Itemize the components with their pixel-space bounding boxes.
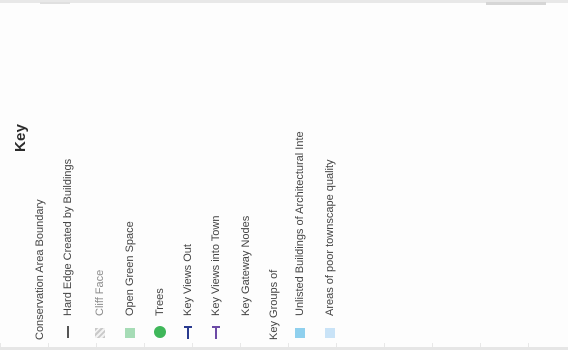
legend-item-open-green-space: Open Green Space bbox=[122, 221, 138, 340]
legend-item-poor-townscape: Areas of poor townscape quality bbox=[322, 159, 338, 340]
legend-title: Key bbox=[12, 123, 29, 152]
legend-item-label: Unlisted Buildings of Architectural Inte bbox=[294, 131, 306, 316]
blue-swatch-icon bbox=[294, 324, 306, 340]
legend-item-label: Key Views Out bbox=[182, 244, 194, 316]
view-arrow-icon bbox=[210, 324, 222, 340]
legend-item-label: Key Gateway Nodes bbox=[240, 215, 252, 316]
hatch-swatch-icon bbox=[94, 324, 106, 340]
legend-item-key-groups: Key Groups of bbox=[266, 270, 282, 340]
legend-item-unlisted-buildings: Unlisted Buildings of Architectural Inte bbox=[292, 131, 308, 340]
legend-item-key-gateway-nodes: Key Gateway Nodes bbox=[238, 216, 254, 340]
light-blue-swatch-icon bbox=[324, 324, 336, 340]
legend-item-label: Key Views into Town bbox=[210, 215, 222, 316]
legend-item-conservation-area-boundary: Conservation Area Boundary bbox=[32, 199, 48, 340]
legend-item-label: Areas of poor townscape quality bbox=[324, 159, 336, 316]
legend-item-key-views-into-town: Key Views into Town bbox=[208, 216, 224, 340]
top-border-mark bbox=[486, 2, 546, 5]
green-swatch-icon bbox=[124, 324, 136, 340]
line-icon bbox=[62, 324, 74, 340]
legend-item-label: Hard Edge Created by Buildings bbox=[62, 158, 74, 316]
legend-item-cliff-face: Cliff Face bbox=[92, 270, 108, 340]
legend-item-trees: Trees bbox=[152, 288, 168, 340]
legend-item-label: Open Green Space bbox=[124, 221, 136, 316]
legend-item-hard-edge: Hard Edge Created by Buildings bbox=[60, 159, 76, 340]
tree-dot-icon bbox=[154, 324, 166, 340]
legend-item-label: Trees bbox=[154, 288, 166, 316]
legend-item-key-views-out: Key Views Out bbox=[180, 244, 196, 340]
view-arrow-icon bbox=[182, 324, 194, 340]
top-border-mark bbox=[40, 2, 70, 4]
legend-item-label: Conservation Area Boundary bbox=[34, 199, 46, 340]
bottom-scale-ticks bbox=[0, 343, 568, 347]
gateway-node-symbol bbox=[240, 324, 252, 340]
legend-item-label: Key Groups of bbox=[268, 269, 280, 340]
legend-item-label: Cliff Face bbox=[94, 269, 106, 316]
bottom-border bbox=[0, 347, 568, 350]
legend: Key Conservation Area Boundary Hard Edge… bbox=[10, 8, 430, 340]
top-border bbox=[0, 0, 568, 3]
